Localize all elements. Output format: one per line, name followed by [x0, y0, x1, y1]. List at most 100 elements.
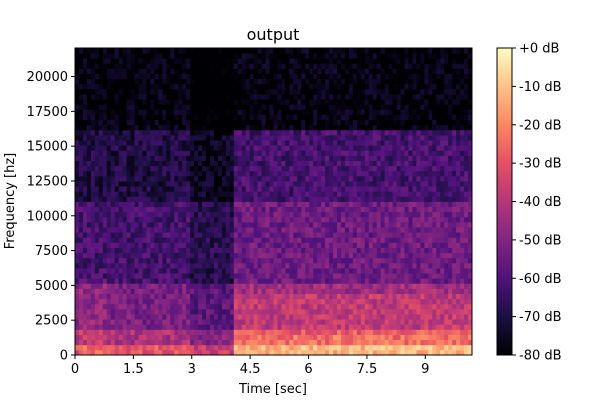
spectrogram-cell: [321, 201, 326, 208]
spectrogram-cell: [110, 94, 116, 100]
spectrogram-cell: [400, 324, 405, 330]
spectrogram-cell: [305, 150, 310, 156]
spectrogram-cell: [360, 334, 366, 341]
spectrogram-cell: [237, 48, 243, 54]
spectrogram-cell: [380, 288, 386, 294]
spectrogram-cell: [293, 268, 298, 274]
spectrogram-cell: [325, 273, 330, 279]
spectrogram-cell: [182, 88, 187, 95]
spectrogram-cell: [257, 175, 262, 182]
spectrogram-cell: [321, 150, 326, 156]
spectrogram-cell: [237, 175, 243, 182]
spectrogram-cell: [293, 314, 298, 320]
spectrogram-cell: [194, 109, 199, 115]
spectrogram-cell: [217, 196, 223, 202]
spectrogram-cell: [344, 319, 350, 325]
spectrogram-cell: [400, 53, 405, 59]
spectrogram-cell: [98, 181, 104, 187]
spectrogram-cell: [344, 252, 350, 259]
spectrogram-cell: [384, 68, 390, 74]
spectrogram-cell: [269, 273, 274, 279]
spectrogram-cell: [209, 288, 215, 294]
spectrogram-cell: [281, 314, 286, 320]
spectrogram-cell: [245, 150, 251, 156]
spectrogram-cell: [269, 344, 274, 351]
spectrogram-cell: [75, 298, 80, 305]
spectrogram-cell: [313, 247, 318, 254]
spectrogram-cell: [356, 324, 362, 330]
spectrogram-cell: [134, 283, 139, 289]
spectrogram-cell: [317, 63, 322, 69]
spectrogram-cell: [305, 319, 310, 325]
spectrogram-cell: [90, 119, 96, 126]
spectrogram-cell: [344, 181, 350, 187]
spectrogram-cell: [376, 88, 382, 95]
spectrogram-cell: [126, 216, 131, 223]
spectrogram-cell: [309, 329, 314, 335]
spectrogram-cell: [106, 119, 112, 126]
spectrogram-cell: [75, 324, 80, 330]
spectrogram-cell: [317, 186, 322, 192]
spectrogram-cell: [126, 221, 131, 228]
spectrogram-cell: [206, 232, 211, 238]
spectrogram-cell: [213, 134, 219, 141]
spectrogram-cell: [209, 257, 215, 264]
spectrogram-cell: [269, 150, 274, 156]
spectrogram-cell: [194, 196, 199, 202]
spectrogram-cell: [392, 314, 397, 320]
spectrogram-cell: [82, 104, 88, 110]
spectrogram-cell: [340, 227, 346, 233]
spectrogram-cell: [325, 196, 330, 202]
spectrogram-cell: [368, 268, 374, 274]
spectrogram-cell: [229, 83, 235, 90]
spectrogram-cell: [277, 278, 282, 284]
spectrogram-cell: [221, 319, 227, 325]
spectrogram-cell: [368, 186, 374, 192]
spectrogram-cell: [305, 186, 310, 192]
spectrogram-cell: [166, 94, 171, 100]
spectrogram-cell: [142, 145, 147, 151]
spectrogram-cell: [249, 191, 255, 197]
spectrogram-cell: [110, 227, 116, 233]
spectrogram-cell: [348, 237, 354, 243]
spectrogram-cell: [305, 221, 310, 228]
spectrogram-cell: [98, 324, 104, 330]
spectrogram-cell: [138, 53, 143, 59]
spectrogram-cell: [348, 170, 354, 177]
spectrogram-cell: [333, 283, 338, 289]
spectrogram-cell: [249, 293, 255, 300]
spectrogram-cell: [178, 94, 183, 100]
spectrogram-cell: [249, 186, 255, 192]
spectrogram-cell: [392, 273, 397, 279]
spectrogram-cell: [162, 227, 167, 233]
spectrogram-cell: [257, 288, 262, 294]
spectrogram-cell: [269, 349, 274, 355]
spectrogram-cell: [269, 73, 274, 80]
spectrogram-cell: [313, 237, 318, 243]
spectrogram-cell: [114, 247, 120, 254]
spectrogram-cell: [257, 58, 262, 64]
spectrogram-cell: [194, 216, 199, 223]
spectrogram-cell: [150, 119, 155, 126]
spectrogram-cell: [237, 324, 243, 330]
spectrogram-cell: [364, 303, 370, 310]
spectrogram-cell: [114, 288, 120, 294]
spectrogram-cell: [202, 268, 207, 274]
spectrogram-cell: [78, 242, 84, 248]
spectrogram-cell: [130, 53, 135, 59]
spectrogram-cell: [237, 78, 243, 85]
spectrogram-cell: [249, 232, 255, 238]
spectrogram-cell: [372, 232, 378, 238]
spectrogram-cell: [106, 221, 112, 228]
spectrogram-cell: [209, 242, 215, 248]
spectrogram-cell: [317, 221, 322, 228]
spectrogram-cell: [94, 303, 100, 310]
spectrogram-cell: [162, 191, 167, 197]
spectrogram-cell: [356, 221, 362, 228]
spectrogram-cell: [241, 124, 247, 131]
spectrogram-cell: [249, 134, 255, 141]
spectrogram-cell: [352, 150, 358, 156]
spectrogram-cell: [277, 334, 282, 341]
spectrogram-cell: [190, 119, 195, 126]
spectrogram-cell: [146, 109, 151, 115]
